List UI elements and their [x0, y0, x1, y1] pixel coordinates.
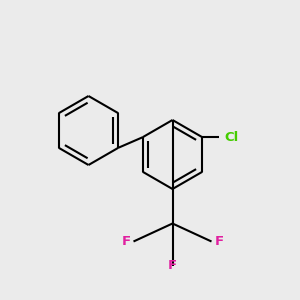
Text: F: F: [168, 259, 177, 272]
Text: Cl: Cl: [224, 131, 239, 144]
Text: F: F: [214, 235, 224, 248]
Text: F: F: [122, 235, 130, 248]
